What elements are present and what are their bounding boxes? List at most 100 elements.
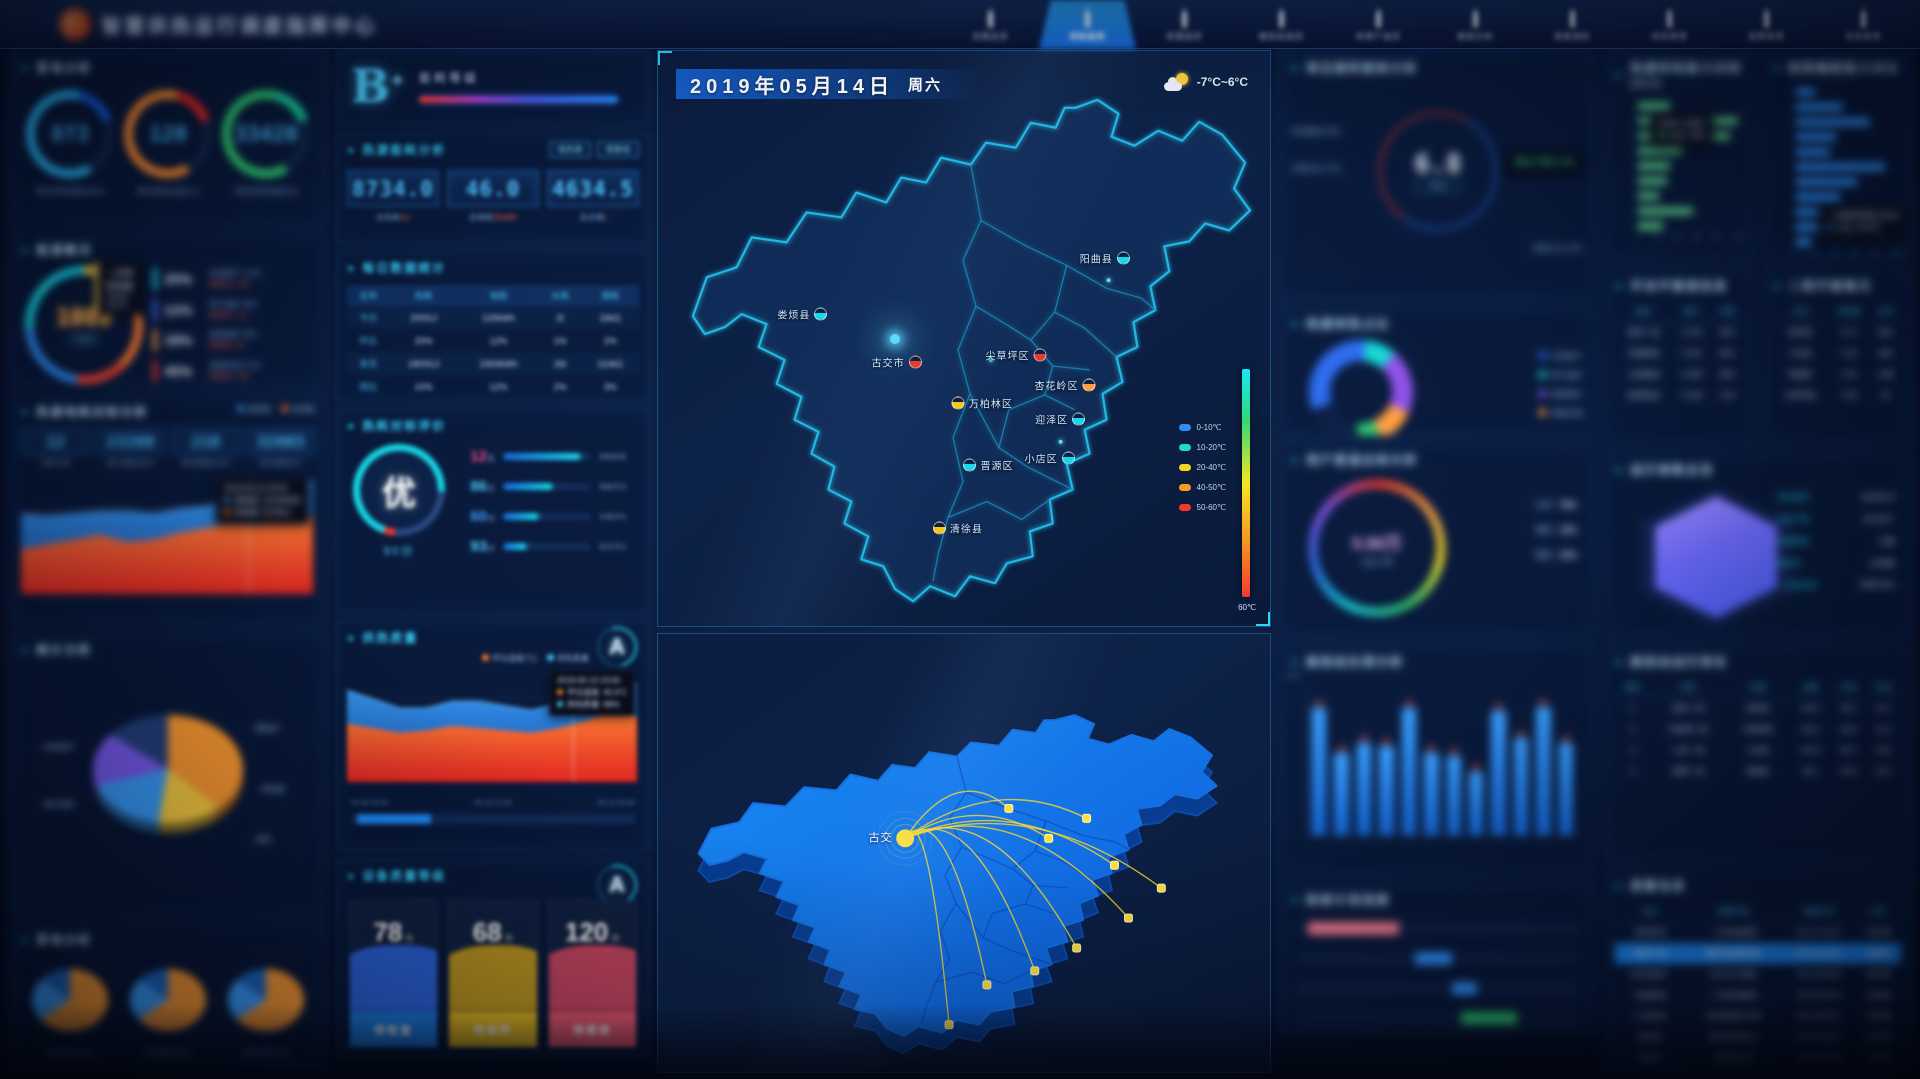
legend-item[interactable]: 热电联产 (1539, 351, 1583, 362)
table-row[interactable]: 迎泽二站 循环泵故障停机 05-14 10:05 处理中 (1615, 943, 1901, 964)
table-row[interactable]: 古交热源厂 补水压力偏低 05-14 09:48 未处理 (1630, 970, 1891, 979)
hbar (1638, 222, 1664, 230)
nav-item-icon (1472, 7, 1479, 28)
scrollbar-thumb[interactable] (356, 814, 431, 824)
y-axis-label: kWh (1287, 673, 1301, 680)
nav-item[interactable]: 供热监控 (1039, 0, 1136, 49)
district-label[interactable]: 晋源区 (963, 458, 1013, 473)
energy-legend-item[interactable]: 18% 燃煤锅炉 960 较昨日 +8 (153, 329, 315, 352)
panel-maintenance-gantt: 检修计划进度 (1280, 882, 1596, 1034)
district-label[interactable]: 阳曲县 (1080, 251, 1130, 266)
x-tick: 80 (1713, 235, 1720, 241)
y-tick: · (1631, 118, 1633, 124)
nav-item[interactable]: 换热站监控 (1233, 0, 1330, 49)
district-name: 清徐县 (949, 524, 983, 536)
table-row: 3 小店一站 小店区 102.6 65.2 40.8 (1630, 746, 1892, 755)
nav-item-label: 全网总览 (972, 31, 1009, 41)
gantt-bar[interactable] (1308, 922, 1399, 935)
hbar (1796, 193, 1841, 201)
district-label[interactable]: 尖草坪区 (986, 347, 1047, 362)
hbar-row: · (1773, 118, 1901, 126)
table-row[interactable]: 小店南站 电动阀通讯中断 05-14 09:12 已处理 (1634, 1012, 1891, 1021)
district-label[interactable]: 古交市 (872, 355, 922, 370)
district-name: 杏花岭区 (1034, 381, 1079, 392)
nav-item[interactable]: 巡检管理 (1621, 0, 1718, 49)
table-row[interactable]: 万柏林站 二次回温偏高 05-14 09:30 已处理 (1634, 991, 1891, 1000)
legend-item[interactable]: 调峰热源 (1539, 408, 1583, 419)
kv-value: 28.6万户 (1863, 515, 1895, 524)
table-row[interactable]: 杏花岭站 一次供温超限 05-14 10:22 未处理 (1634, 928, 1891, 937)
table-row[interactable]: 晋源站 瞬时流量波动 05-14 08:55 已处理 (1638, 1033, 1891, 1042)
kv-value: 1286座 (1869, 559, 1895, 568)
hbar (1796, 178, 1857, 186)
legend-item[interactable]: 燃气锅炉 (1539, 370, 1583, 381)
gantt-bar[interactable] (1460, 1012, 1517, 1025)
panel-title: 单位面积能耗分析 (1291, 59, 1585, 76)
gauge-arc (222, 90, 310, 178)
card-footer-label: 待检查 (350, 1013, 438, 1047)
legend-item[interactable]: 供热质量 (547, 653, 589, 664)
nav-item[interactable]: 热用户监控 (1330, 0, 1427, 49)
nav-item[interactable]: 热源监控 (1136, 0, 1233, 49)
y-tick: · (1789, 194, 1791, 200)
device-card: 78 台待检查 (349, 900, 439, 1048)
district-label[interactable]: 清徐县 (932, 521, 983, 536)
eval-bar (503, 543, 591, 550)
legend-sub: 燃煤锅炉 960 较昨日 +8 (209, 330, 257, 351)
hexagon-shape (1655, 496, 1777, 618)
district-weather-icon (951, 396, 965, 410)
table-row: 环比 20% 12% 1% 2% (359, 335, 617, 347)
eval-row: 60分 水耗评分 (465, 508, 639, 525)
legend-item[interactable]: 平均温度(℃) (481, 653, 537, 664)
panel-title: 热源供热占比 (1291, 315, 1585, 332)
gantt-bar[interactable] (1415, 952, 1453, 965)
legend-item[interactable]: 电单耗 (237, 404, 271, 415)
filter-button[interactable]: 按热源 (549, 141, 591, 158)
filter-button[interactable]: 按管线 (597, 141, 639, 158)
eval-row-label: 热耗排名 (599, 453, 627, 461)
district-label[interactable]: 迎泽区 (1035, 412, 1086, 427)
bar (1446, 747, 1461, 835)
gantt-bar[interactable] (1452, 982, 1478, 995)
energy-legend-item[interactable]: 25% 热电联产 1250 较昨日 +26 (153, 268, 315, 290)
nav-item-icon (1084, 7, 1091, 28)
line-marker (1338, 745, 1346, 753)
energy-legend-item[interactable]: 12% 燃气锅炉 860 较昨日 -12 (153, 298, 315, 321)
donut-legend: 热电联产燃气锅炉燃煤锅炉调峰热源 (1539, 351, 1583, 419)
panel-pump-analysis: 泵电分析 873 单位供热电耗(kWh) 120 单位供热水耗(m³) 33420 单位供… (10, 50, 326, 226)
nav-item[interactable]: 系统管理 (1815, 0, 1912, 49)
line-marker (1472, 764, 1480, 772)
legend-item[interactable]: 燃煤锅炉 (1539, 389, 1583, 400)
x-axis-labels: 05-08 00:00 05-10 12:00 05-13 23:00 (347, 798, 639, 807)
nav-item[interactable]: 全网总览 (942, 0, 1039, 49)
district-label[interactable]: 杏花岭区 (1034, 377, 1096, 392)
table-row[interactable]: 清徐站 水箱液位低 05-14 08:40 已处理 (1638, 1054, 1891, 1063)
nav-item[interactable]: 智能调控 (1524, 0, 1621, 49)
nav-item[interactable]: 报警管理 (1718, 0, 1815, 49)
nav-item[interactable]: 能耗分析 (1427, 0, 1524, 49)
energy-legend-item[interactable]: 45% 调峰热源 2210 较昨日 +35 (153, 359, 315, 382)
table-row: 小店南站 V-084 38% (1627, 370, 1736, 379)
table-row: 4 晋源一站 晋源区 98.4 64.8 40.2 (1630, 767, 1892, 776)
city-glow-marker (889, 334, 900, 345)
legend-color-bar (153, 359, 157, 382)
energy-grade-value: B+ (351, 59, 405, 113)
district-label[interactable]: 万柏林区 (951, 395, 1013, 410)
district-name: 娄烦县 (777, 310, 811, 322)
stat-box: 32803 累计热耗(GJ) (246, 428, 315, 468)
legend-item[interactable]: 热单耗 (281, 404, 315, 415)
district-label[interactable]: 小店区 (1025, 451, 1075, 466)
district-label[interactable]: 娄烦县 (777, 306, 828, 322)
hbar-row: · (1773, 133, 1901, 141)
district-weather-icon (1033, 348, 1047, 362)
hbar-row: · (1615, 177, 1743, 185)
value-boxes: 8734.0 总热耗GJ 46.0 总电耗万kWh 4634.5 总水耗t (347, 170, 639, 223)
map-legend-item: 0-10℃ (1178, 423, 1226, 432)
partly-cloudy-icon (1163, 73, 1190, 91)
bar (1513, 730, 1529, 835)
